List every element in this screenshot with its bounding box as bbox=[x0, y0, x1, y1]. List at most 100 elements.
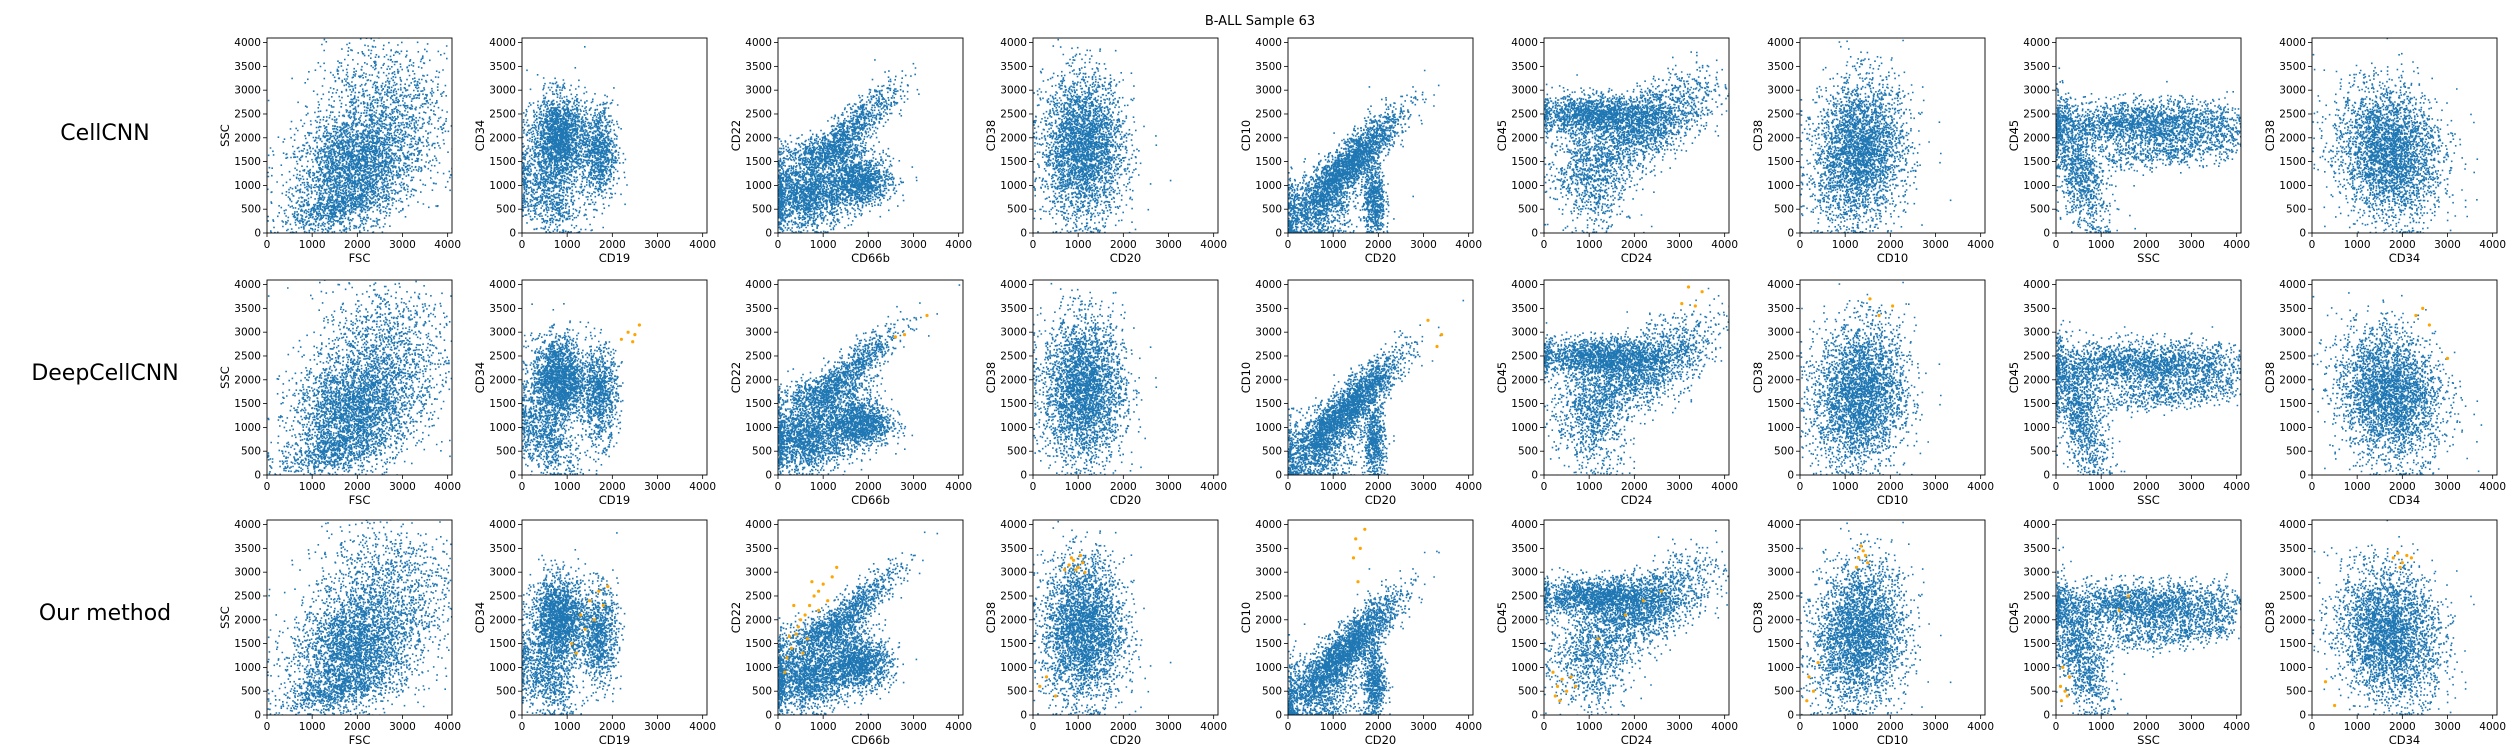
x-tick-label: 3000 bbox=[644, 721, 671, 733]
selected-cell-point bbox=[584, 628, 587, 631]
x-tick-label: 0 bbox=[2053, 721, 2060, 733]
x-tick-label: 2000 bbox=[1365, 239, 1392, 251]
y-tick-label: 3500 bbox=[234, 61, 261, 73]
x-tick-label: 4000 bbox=[2223, 481, 2250, 493]
x-tick-label: 2000 bbox=[1621, 239, 1648, 251]
selected-cell-point bbox=[2399, 566, 2402, 569]
y-tick-label: 2500 bbox=[1255, 108, 1282, 120]
subplot-3-5: 0 1000 2000 3000 400005001000150020002500300… bbox=[1239, 519, 1482, 747]
y-tick-label: 1000 bbox=[1000, 422, 1027, 434]
x-tick-label: 4000 bbox=[1200, 481, 1227, 493]
y-tick-label: 1500 bbox=[1767, 638, 1794, 650]
y-tick-label: 500 bbox=[2030, 686, 2050, 698]
selected-cell-point bbox=[2392, 556, 2395, 559]
x-axis-label: FSC bbox=[349, 251, 371, 265]
selected-cell-point bbox=[1083, 571, 1086, 574]
x-axis-label: CD66b bbox=[851, 251, 890, 265]
y-tick-label: 2500 bbox=[1511, 350, 1538, 362]
x-tick-label: 4000 bbox=[434, 721, 461, 733]
y-tick-label: 3000 bbox=[2023, 567, 2050, 579]
x-tick-label: 3000 bbox=[2178, 239, 2205, 251]
y-tick-label: 3000 bbox=[1255, 85, 1282, 97]
y-tick-label: 0 bbox=[1787, 710, 1794, 722]
x-tick-label: 4000 bbox=[689, 239, 716, 251]
y-tick-label: 1000 bbox=[1767, 422, 1794, 434]
x-tick-label: 0 bbox=[2309, 721, 2316, 733]
x-tick-label: 2000 bbox=[344, 239, 371, 251]
y-tick-label: 4000 bbox=[489, 519, 516, 531]
x-tick-label: 4000 bbox=[1455, 481, 1482, 493]
x-tick-label: 2000 bbox=[344, 721, 371, 733]
subplot-3-4: 0 1000 2000 3000 400005001000150020002500300… bbox=[984, 501, 1227, 747]
selected-cell-point bbox=[638, 323, 641, 326]
selected-cell-point bbox=[1805, 699, 1808, 702]
y-tick-label: 3000 bbox=[489, 85, 516, 97]
x-tick-label: 2000 bbox=[2389, 481, 2416, 493]
selected-cell-point bbox=[1354, 537, 1357, 540]
x-axis-label: CD66b bbox=[851, 733, 890, 747]
y-tick-label: 0 bbox=[1531, 228, 1538, 240]
selected-cell-point bbox=[1045, 675, 1048, 678]
x-tick-label: 3000 bbox=[2178, 481, 2205, 493]
y-tick-label: 2000 bbox=[489, 374, 516, 386]
y-tick-label: 2000 bbox=[1511, 374, 1538, 386]
selected-cell-point bbox=[570, 642, 573, 645]
y-tick-label: 0 bbox=[2299, 228, 2306, 240]
selected-cell-point bbox=[810, 580, 813, 583]
y-tick-label: 2500 bbox=[1255, 590, 1282, 602]
subplot-1-2: 0 1000 2000 3000 400005001000150020002500300… bbox=[473, 37, 716, 265]
x-tick-label: 0 bbox=[1285, 239, 1292, 251]
x-tick-label: 4000 bbox=[1200, 239, 1227, 251]
x-tick-label: 0 bbox=[2309, 481, 2316, 493]
selected-cell-point bbox=[831, 575, 834, 578]
selected-cell-point bbox=[1574, 685, 1577, 688]
subplot-1-7: 0 1000 2000 3000 400005001000150020002500300… bbox=[1751, 31, 1994, 265]
selected-cell-point bbox=[804, 613, 807, 616]
y-tick-label: 0 bbox=[2043, 470, 2050, 482]
selected-cell-point bbox=[1363, 528, 1366, 531]
selected-cell-point bbox=[1079, 554, 1082, 557]
y-axis-label: CD10 bbox=[1239, 602, 1253, 634]
x-tick-label: 4000 bbox=[1455, 239, 1482, 251]
selected-cell-point bbox=[1624, 613, 1627, 616]
selected-cell-point bbox=[801, 652, 804, 655]
x-tick-label: 3000 bbox=[1922, 481, 1949, 493]
y-tick-label: 3000 bbox=[2279, 567, 2306, 579]
y-axis-label: CD10 bbox=[1239, 362, 1253, 394]
x-axis-label: CD20 bbox=[1110, 733, 1142, 747]
all-cells-scatter bbox=[2312, 1, 2478, 234]
y-tick-label: 1000 bbox=[745, 662, 772, 674]
x-tick-label: 1000 bbox=[2344, 481, 2371, 493]
y-tick-label: 3500 bbox=[2023, 543, 2050, 555]
x-tick-label: 1000 bbox=[2088, 239, 2115, 251]
x-tick-label: 2000 bbox=[599, 481, 626, 493]
cell-points bbox=[1033, 236, 1157, 476]
selected-cell-point bbox=[1359, 547, 1362, 550]
all-cells-scatter bbox=[267, 472, 508, 717]
y-tick-label: 3000 bbox=[1255, 327, 1282, 339]
y-tick-label: 2500 bbox=[2279, 108, 2306, 120]
y-axis-label: CD38 bbox=[2263, 602, 2277, 634]
x-axis-label: CD34 bbox=[2389, 251, 2421, 265]
selected-cell-point bbox=[2127, 594, 2130, 597]
y-tick-label: 3500 bbox=[1000, 543, 1027, 555]
y-tick-label: 1000 bbox=[2023, 422, 2050, 434]
y-tick-label: 0 bbox=[1020, 228, 1027, 240]
all-cells-scatter bbox=[1800, 250, 1941, 477]
y-axis-label: CD22 bbox=[729, 120, 743, 152]
x-tick-label: 1000 bbox=[1576, 721, 1603, 733]
subplot-2-9: 0 1000 2000 3000 400005001000150020002500300… bbox=[2263, 277, 2506, 507]
y-tick-label: 2000 bbox=[1767, 132, 1794, 144]
y-tick-label: 1500 bbox=[1255, 638, 1282, 650]
selected-cell-point bbox=[826, 599, 829, 602]
selected-cell-point bbox=[2421, 307, 2424, 310]
all-cells-scatter bbox=[1544, 507, 1769, 717]
x-tick-label: 4000 bbox=[434, 481, 461, 493]
y-axis-label: CD22 bbox=[729, 362, 743, 394]
selected-cell-point bbox=[1862, 549, 1865, 552]
selected-cell-point bbox=[2068, 675, 2071, 678]
selected-cell-point bbox=[1857, 556, 1860, 559]
x-tick-label: 0 bbox=[775, 721, 782, 733]
x-tick-label: 3000 bbox=[2178, 721, 2205, 733]
selected-cell-point bbox=[790, 647, 793, 650]
